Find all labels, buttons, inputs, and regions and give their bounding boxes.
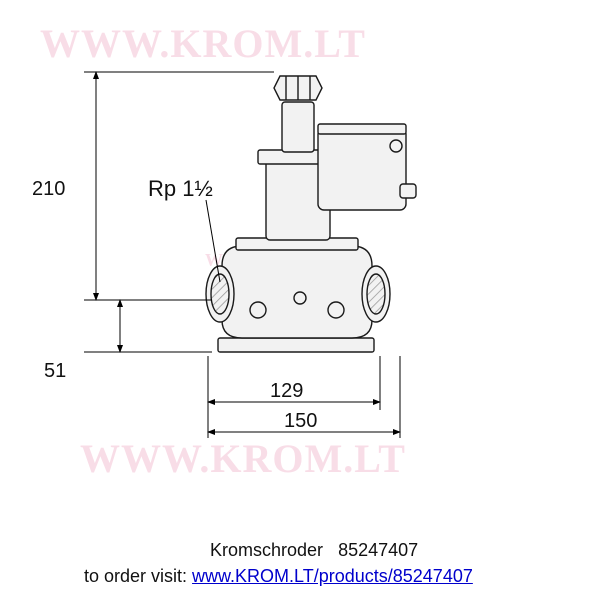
order-prefix: to order visit:	[84, 566, 192, 586]
footer-line1: Kromschroder 85247407	[210, 540, 418, 561]
thread-label: Rp 1½	[148, 176, 213, 202]
dim-129: 129	[270, 380, 303, 403]
dim-210: 210	[32, 178, 65, 201]
footer-line2: to order visit: www.KROM.LT/products/852…	[84, 566, 473, 587]
product-number: 85247407	[338, 540, 418, 560]
dim-51: 51	[44, 360, 66, 383]
order-link[interactable]: www.KROM.LT/products/85247407	[192, 566, 473, 586]
brand-name: Kromschroder	[210, 540, 323, 560]
dim-150: 150	[284, 410, 317, 433]
valve-drawing	[0, 0, 600, 600]
